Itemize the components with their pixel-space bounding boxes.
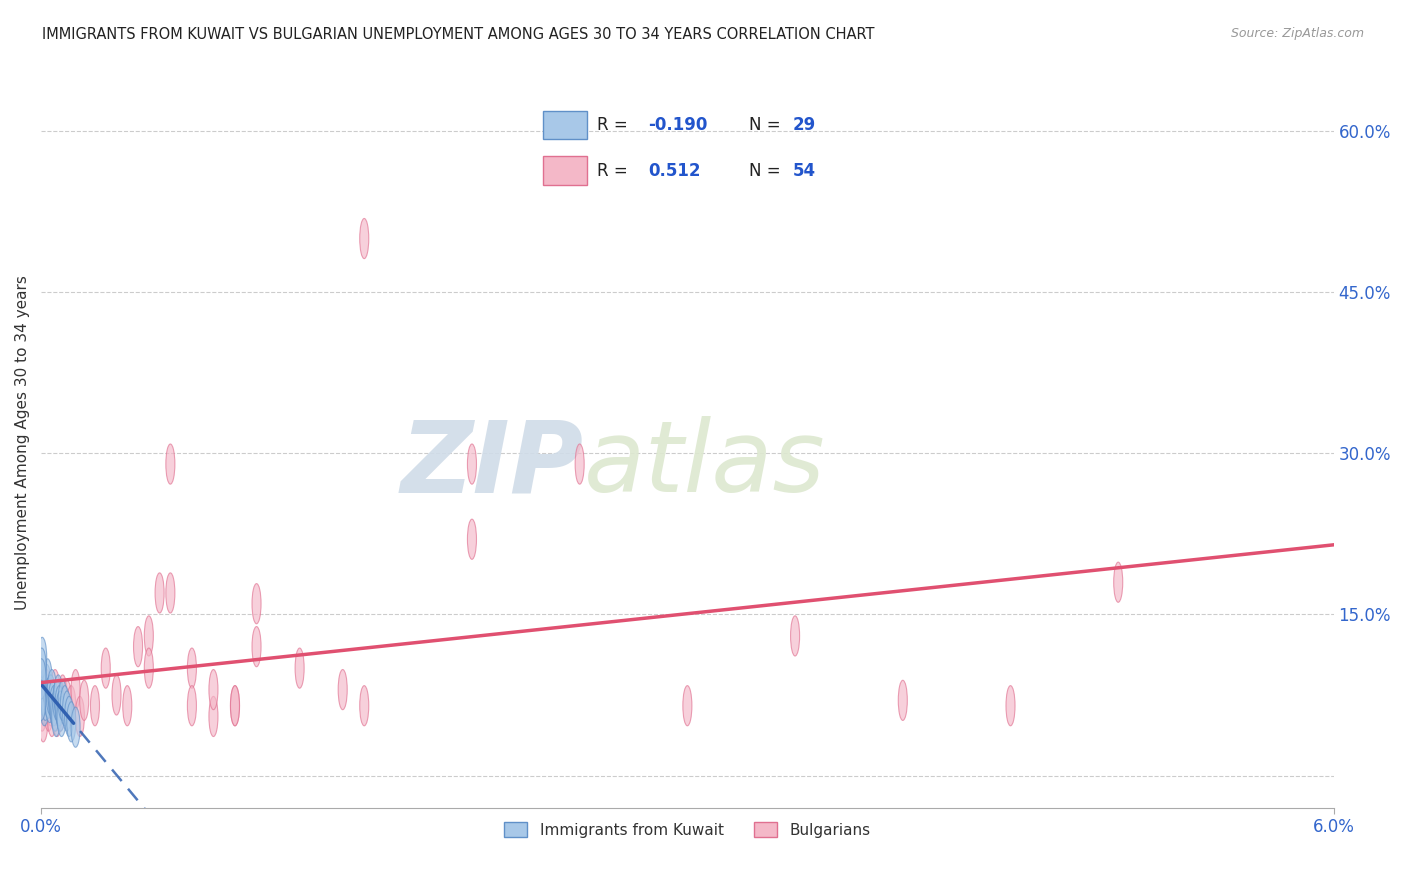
Ellipse shape bbox=[339, 670, 347, 710]
Ellipse shape bbox=[41, 686, 51, 726]
Ellipse shape bbox=[66, 686, 76, 726]
Ellipse shape bbox=[48, 697, 56, 737]
Ellipse shape bbox=[48, 670, 56, 710]
Ellipse shape bbox=[53, 675, 63, 715]
Ellipse shape bbox=[49, 686, 59, 726]
Ellipse shape bbox=[53, 681, 63, 721]
Ellipse shape bbox=[42, 665, 51, 705]
Ellipse shape bbox=[145, 648, 153, 689]
Ellipse shape bbox=[252, 583, 262, 624]
Ellipse shape bbox=[58, 675, 67, 715]
Ellipse shape bbox=[44, 659, 52, 699]
Ellipse shape bbox=[231, 686, 239, 726]
Ellipse shape bbox=[51, 691, 59, 731]
Ellipse shape bbox=[44, 675, 52, 715]
Ellipse shape bbox=[187, 648, 197, 689]
Ellipse shape bbox=[72, 670, 80, 710]
Ellipse shape bbox=[49, 686, 59, 726]
Ellipse shape bbox=[39, 702, 48, 742]
Y-axis label: Unemployment Among Ages 30 to 34 years: Unemployment Among Ages 30 to 34 years bbox=[15, 275, 30, 610]
Ellipse shape bbox=[467, 519, 477, 559]
Ellipse shape bbox=[155, 573, 165, 613]
Ellipse shape bbox=[295, 648, 304, 689]
Ellipse shape bbox=[209, 670, 218, 710]
Ellipse shape bbox=[46, 686, 55, 726]
Ellipse shape bbox=[145, 615, 153, 656]
Ellipse shape bbox=[1114, 562, 1123, 602]
Ellipse shape bbox=[790, 615, 800, 656]
Ellipse shape bbox=[72, 707, 80, 747]
Ellipse shape bbox=[898, 681, 907, 721]
Ellipse shape bbox=[56, 691, 65, 731]
Ellipse shape bbox=[55, 686, 63, 726]
Ellipse shape bbox=[65, 697, 73, 737]
Ellipse shape bbox=[467, 444, 477, 484]
Ellipse shape bbox=[66, 702, 76, 742]
Ellipse shape bbox=[55, 686, 63, 726]
Ellipse shape bbox=[53, 697, 62, 737]
Ellipse shape bbox=[53, 681, 62, 721]
Ellipse shape bbox=[38, 675, 48, 715]
Ellipse shape bbox=[62, 691, 72, 731]
Text: atlas: atlas bbox=[583, 416, 825, 513]
Ellipse shape bbox=[39, 670, 48, 710]
Ellipse shape bbox=[187, 686, 197, 726]
Ellipse shape bbox=[76, 697, 84, 737]
Ellipse shape bbox=[252, 626, 262, 666]
Ellipse shape bbox=[122, 686, 132, 726]
Ellipse shape bbox=[58, 681, 67, 721]
Ellipse shape bbox=[101, 648, 110, 689]
Ellipse shape bbox=[41, 681, 51, 721]
Ellipse shape bbox=[134, 626, 142, 666]
Ellipse shape bbox=[42, 670, 51, 710]
Ellipse shape bbox=[38, 637, 46, 678]
Ellipse shape bbox=[37, 648, 46, 689]
Ellipse shape bbox=[39, 681, 49, 721]
Ellipse shape bbox=[683, 686, 692, 726]
Ellipse shape bbox=[48, 681, 58, 721]
Ellipse shape bbox=[45, 682, 55, 723]
Ellipse shape bbox=[56, 691, 65, 731]
Ellipse shape bbox=[46, 675, 55, 715]
Text: IMMIGRANTS FROM KUWAIT VS BULGARIAN UNEMPLOYMENT AMONG AGES 30 TO 34 YEARS CORRE: IMMIGRANTS FROM KUWAIT VS BULGARIAN UNEM… bbox=[42, 27, 875, 42]
Ellipse shape bbox=[360, 686, 368, 726]
Ellipse shape bbox=[37, 681, 46, 721]
Ellipse shape bbox=[166, 444, 174, 484]
Ellipse shape bbox=[48, 681, 58, 721]
Ellipse shape bbox=[1005, 686, 1015, 726]
Ellipse shape bbox=[52, 691, 60, 731]
Ellipse shape bbox=[37, 659, 46, 699]
Ellipse shape bbox=[52, 697, 60, 737]
Ellipse shape bbox=[62, 681, 72, 721]
Ellipse shape bbox=[575, 444, 583, 484]
Text: ZIP: ZIP bbox=[401, 416, 583, 513]
Ellipse shape bbox=[90, 686, 100, 726]
Text: Source: ZipAtlas.com: Source: ZipAtlas.com bbox=[1230, 27, 1364, 40]
Ellipse shape bbox=[60, 686, 69, 726]
Ellipse shape bbox=[39, 686, 49, 726]
Ellipse shape bbox=[112, 675, 121, 715]
Ellipse shape bbox=[231, 686, 239, 726]
Ellipse shape bbox=[80, 681, 89, 721]
Ellipse shape bbox=[38, 691, 46, 731]
Ellipse shape bbox=[44, 691, 53, 731]
Ellipse shape bbox=[51, 670, 59, 710]
Legend: Immigrants from Kuwait, Bulgarians: Immigrants from Kuwait, Bulgarians bbox=[498, 815, 876, 844]
Ellipse shape bbox=[58, 697, 66, 737]
Ellipse shape bbox=[209, 697, 218, 737]
Ellipse shape bbox=[166, 573, 174, 613]
Ellipse shape bbox=[360, 219, 368, 259]
Ellipse shape bbox=[44, 678, 53, 718]
Ellipse shape bbox=[45, 681, 55, 721]
